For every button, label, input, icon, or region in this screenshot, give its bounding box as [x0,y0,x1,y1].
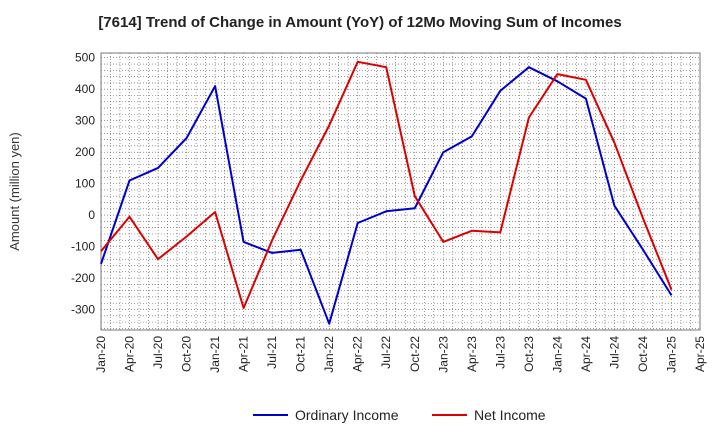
plot-area [101,53,700,330]
x-tick-label: Apr-23 [465,336,479,372]
x-tick-label: Oct-23 [522,336,536,372]
y-axis-title: Amount (million yen) [7,132,22,251]
x-tick-label: Jul-20 [151,336,165,369]
x-tick-label: Oct-24 [636,336,650,372]
y-tick-label: 500 [75,51,95,65]
x-tick-label: Apr-21 [237,336,251,372]
x-tick-label: Jan-24 [550,336,564,373]
y-tick-label: -200 [71,271,95,285]
x-tick-label: Jan-25 [664,336,678,373]
x-tick-label: Jul-21 [265,336,279,369]
x-tick-label: Oct-22 [408,336,422,372]
x-tick-label: Jan-22 [322,336,336,373]
y-tick-label: 0 [88,208,95,222]
x-tick-label: Jan-20 [94,336,108,373]
y-tick-label: 200 [75,145,95,159]
x-tick-label: Jul-23 [493,336,507,369]
x-tick-label: Oct-21 [294,336,308,372]
x-tick-label: Apr-20 [123,336,137,372]
legend-label: Net Income [474,407,546,423]
series-line-net-income [100,60,673,309]
y-tick-label: -100 [71,240,95,254]
legend-label: Ordinary Income [295,407,399,423]
chart-title: [7614] Trend of Change in Amount (YoY) o… [98,14,622,31]
x-tick-label: Jul-22 [379,336,393,369]
y-tick-label: 400 [75,82,95,96]
x-tick-label: Oct-20 [180,336,194,372]
x-tick-label: Jan-23 [436,336,450,373]
y-tick-label: 100 [75,177,95,191]
series-line-ordinary-income [100,66,673,325]
x-tick-label: Apr-24 [579,336,593,372]
plot-frame [100,52,701,331]
x-tick-label: Apr-22 [351,336,365,372]
y-tick-label: -300 [71,303,95,317]
x-tick-label: Jan-21 [208,336,222,373]
y-tick-label: 300 [75,114,95,128]
x-tick-label: Jul-24 [607,336,621,369]
x-tick-label: Apr-25 [693,336,707,372]
